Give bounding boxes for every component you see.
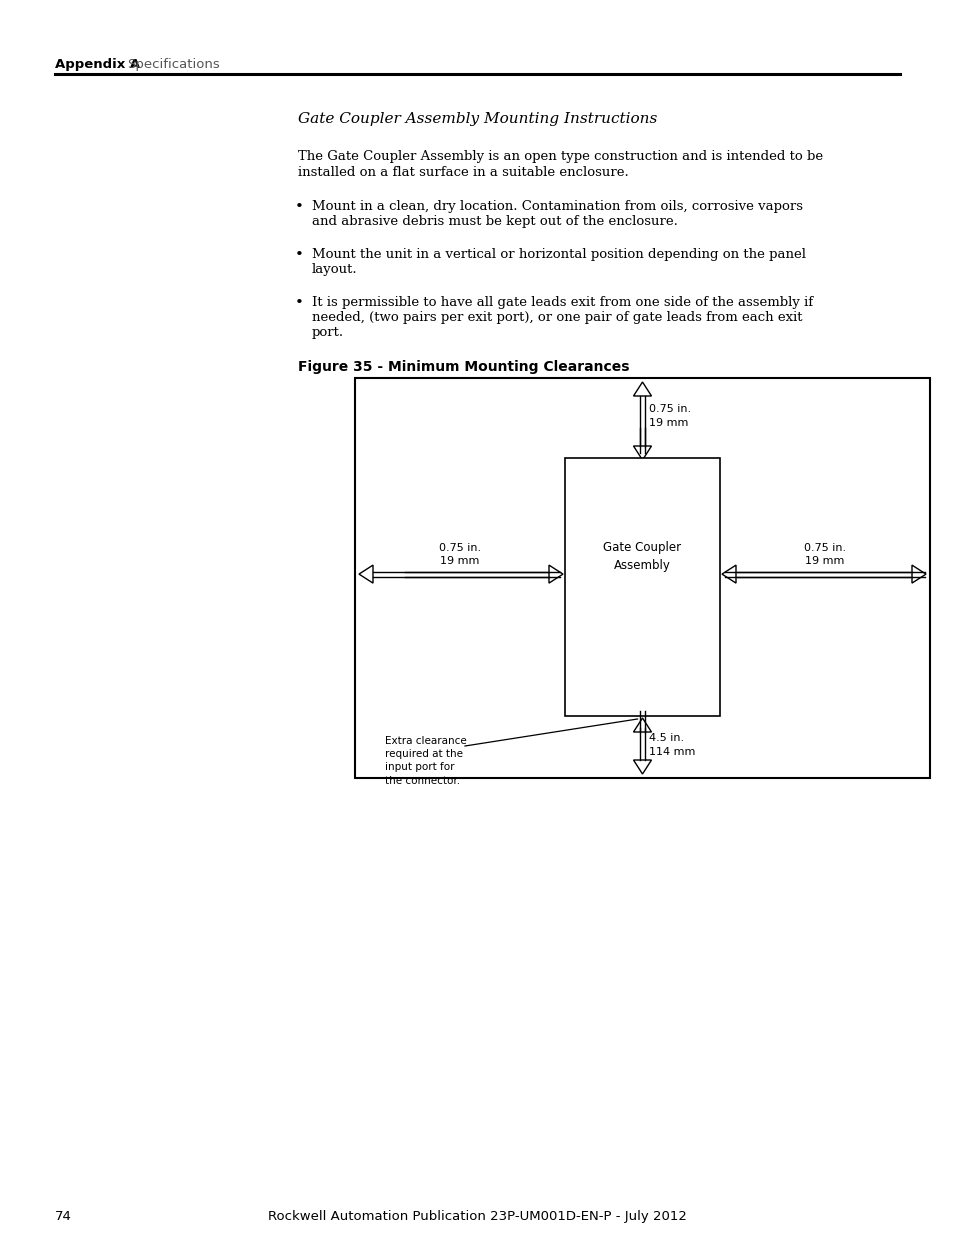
Text: •: • [294, 248, 304, 262]
Text: It is permissible to have all gate leads exit from one side of the assembly if: It is permissible to have all gate leads… [312, 296, 812, 309]
Text: Mount in a clean, dry location. Contamination from oils, corrosive vapors: Mount in a clean, dry location. Contamin… [312, 200, 802, 212]
Text: •: • [294, 200, 304, 214]
Text: installed on a flat surface in a suitable enclosure.: installed on a flat surface in a suitabl… [297, 165, 628, 179]
Text: 74: 74 [55, 1210, 71, 1223]
Text: layout.: layout. [312, 263, 357, 275]
Text: needed, (two pairs per exit port), or one pair of gate leads from each exit: needed, (two pairs per exit port), or on… [312, 311, 801, 324]
Text: 0.75 in.
19 mm: 0.75 in. 19 mm [438, 543, 480, 566]
Text: Gate Coupler
Assembly: Gate Coupler Assembly [603, 541, 680, 572]
Bar [355, 378, 929, 778]
Text: Figure 35 - Minimum Mounting Clearances: Figure 35 - Minimum Mounting Clearances [297, 359, 629, 374]
Text: 0.75 in.
19 mm: 0.75 in. 19 mm [649, 404, 691, 427]
Text: Appendix A: Appendix A [55, 58, 140, 70]
Text: Mount the unit in a vertical or horizontal position depending on the panel: Mount the unit in a vertical or horizont… [312, 248, 805, 261]
Text: Rockwell Automation Publication 23P-UM001D-EN-P - July 2012: Rockwell Automation Publication 23P-UM00… [267, 1210, 686, 1223]
Text: •: • [294, 296, 304, 310]
Text: 4.5 in.
114 mm: 4.5 in. 114 mm [649, 734, 695, 757]
Text: 0.75 in.
19 mm: 0.75 in. 19 mm [803, 543, 845, 566]
Text: Extra clearance
required at the
input port for
the connector.: Extra clearance required at the input po… [385, 736, 466, 785]
Text: Gate Coupler Assembly Mounting Instructions: Gate Coupler Assembly Mounting Instructi… [297, 112, 657, 126]
Text: Specifications: Specifications [127, 58, 219, 70]
Text: The Gate Coupler Assembly is an open type construction and is intended to be: The Gate Coupler Assembly is an open typ… [297, 149, 822, 163]
Text: and abrasive debris must be kept out of the enclosure.: and abrasive debris must be kept out of … [312, 215, 678, 228]
Text: port.: port. [312, 326, 344, 338]
Bar [564, 458, 720, 716]
